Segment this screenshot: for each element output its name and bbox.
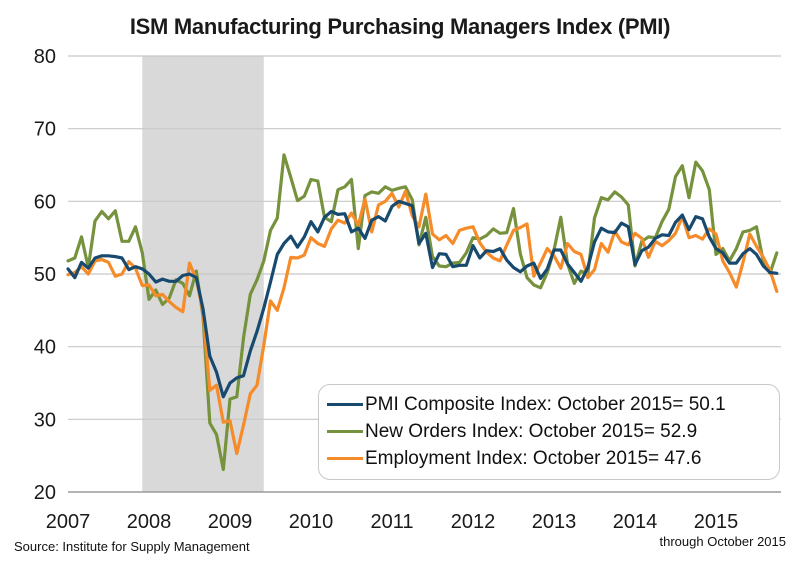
series-lines bbox=[66, 153, 779, 472]
y-axis-ticks: 20 30 40 50 60 70 80 bbox=[34, 46, 56, 504]
x-tick-label-2013: 2013 bbox=[532, 511, 577, 533]
x-tick-label-2010: 2010 bbox=[289, 511, 334, 533]
x-tick-label-2007: 2007 bbox=[46, 511, 91, 533]
y-tick-label-20: 20 bbox=[34, 482, 56, 504]
x-tick-label-2015: 2015 bbox=[694, 511, 739, 533]
series-line-employment bbox=[66, 189, 779, 456]
legend-item-pmi-composite: PMI Composite Index: October 2015= 50.1 bbox=[319, 391, 779, 418]
legend-swatch-employment bbox=[327, 457, 363, 460]
x-tick-label-2008: 2008 bbox=[127, 511, 172, 533]
x-tick-label-2011: 2011 bbox=[370, 511, 413, 533]
y-tick-label-80: 80 bbox=[34, 46, 56, 68]
legend-label-employment: Employment Index: October 2015= 47.6 bbox=[365, 447, 702, 469]
legend-item-new-orders: New Orders Index: October 2015= 52.9 bbox=[319, 418, 779, 445]
date-range-note: through October 2015 bbox=[659, 534, 786, 549]
x-tick-label-2009: 2009 bbox=[208, 511, 253, 533]
y-tick-label-50: 50 bbox=[34, 264, 56, 286]
legend-item-employment: Employment Index: October 2015= 47.6 bbox=[319, 445, 779, 472]
y-tick-label-30: 30 bbox=[34, 409, 56, 431]
x-tick-label-2012: 2012 bbox=[451, 511, 496, 533]
y-tick-label-40: 40 bbox=[34, 337, 56, 359]
x-axis-ticks: 2007 2008 2009 2010 2011 2012 2013 2014 2015 bbox=[46, 511, 739, 533]
legend-swatch-new-orders bbox=[327, 430, 363, 433]
gridlines bbox=[68, 55, 781, 493]
y-tick-label-60: 60 bbox=[34, 191, 56, 213]
chart-title: ISM Manufacturing Purchasing Managers In… bbox=[129, 14, 671, 39]
source-note: Source: Institute for Supply Management bbox=[14, 539, 250, 554]
legend-swatch-pmi-composite bbox=[327, 403, 363, 406]
legend-label-pmi-composite: PMI Composite Index: October 2015= 50.1 bbox=[365, 393, 726, 415]
series-line-pmi-composite bbox=[66, 199, 779, 399]
y-tick-label-70: 70 bbox=[34, 119, 56, 141]
x-tick-label-2014: 2014 bbox=[613, 511, 658, 533]
legend-label-new-orders: New Orders Index: October 2015= 52.9 bbox=[365, 420, 698, 442]
legend: PMI Composite Index: October 2015= 50.1 … bbox=[318, 384, 780, 480]
